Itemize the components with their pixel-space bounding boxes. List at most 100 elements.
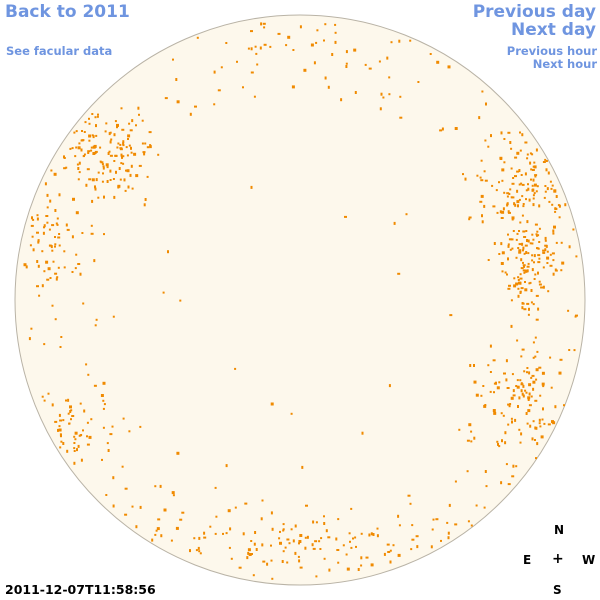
facula-point bbox=[286, 561, 289, 564]
facula-point bbox=[256, 63, 259, 66]
facula-point bbox=[119, 143, 122, 146]
facula-point bbox=[345, 62, 348, 65]
back-to-year-link[interactable]: Back to 2011 bbox=[5, 2, 130, 22]
previous-day-link[interactable]: Previous day bbox=[472, 2, 596, 22]
facula-point bbox=[479, 176, 482, 179]
facula-point bbox=[84, 121, 87, 124]
see-facular-data-link[interactable]: See facular data bbox=[6, 44, 113, 58]
facula-point bbox=[530, 376, 533, 379]
facula-point bbox=[303, 68, 307, 72]
facula-point bbox=[529, 281, 532, 284]
facula-point bbox=[544, 239, 547, 242]
facula-point bbox=[189, 112, 192, 116]
facula-point bbox=[514, 175, 517, 178]
facula-point bbox=[521, 242, 524, 246]
facula-point bbox=[94, 187, 97, 191]
facula-point bbox=[518, 183, 521, 186]
facula-point bbox=[516, 379, 519, 382]
facula-point bbox=[350, 507, 353, 510]
facula-point bbox=[141, 142, 144, 145]
facula-point bbox=[516, 232, 519, 235]
facula-point bbox=[43, 343, 46, 346]
facula-point bbox=[539, 394, 542, 397]
facula-point bbox=[128, 144, 131, 147]
facula-point bbox=[301, 465, 304, 469]
facula-point bbox=[555, 269, 558, 272]
facula-point bbox=[88, 134, 92, 138]
facula-point bbox=[69, 410, 72, 413]
facula-point bbox=[538, 227, 541, 230]
facula-point bbox=[345, 65, 348, 68]
facula-point bbox=[130, 151, 133, 154]
facula-point bbox=[71, 235, 74, 239]
facula-point bbox=[409, 39, 412, 42]
facula-point bbox=[518, 251, 522, 254]
facula-point bbox=[131, 187, 134, 190]
facula-point bbox=[506, 192, 510, 195]
facula-point bbox=[511, 373, 514, 376]
facula-point bbox=[525, 189, 528, 192]
facula-point bbox=[357, 568, 360, 571]
facula-point bbox=[254, 45, 257, 48]
facula-point bbox=[473, 380, 477, 384]
compass-west-label: W bbox=[582, 553, 596, 567]
observation-timestamp: 2011-12-07T11:58:56 bbox=[5, 582, 156, 597]
facula-point bbox=[530, 395, 533, 398]
next-day-link[interactable]: Next day bbox=[511, 20, 596, 40]
facula-point bbox=[436, 60, 440, 64]
facula-point bbox=[521, 133, 524, 137]
facula-point bbox=[36, 214, 39, 217]
facula-point bbox=[222, 532, 224, 535]
facula-point bbox=[537, 247, 540, 250]
facula-point bbox=[306, 535, 309, 539]
facula-point bbox=[315, 575, 318, 578]
facula-point bbox=[370, 563, 374, 567]
facula-point bbox=[516, 189, 519, 193]
next-hour-link[interactable]: Next hour bbox=[532, 57, 597, 71]
facula-point bbox=[69, 405, 72, 409]
facula-point bbox=[337, 561, 340, 564]
facula-point bbox=[542, 266, 545, 269]
facula-point bbox=[525, 391, 528, 394]
facula-point bbox=[407, 494, 411, 497]
facula-point bbox=[500, 262, 504, 265]
facula-point bbox=[146, 175, 149, 178]
facula-point bbox=[63, 167, 67, 170]
facula-point bbox=[506, 387, 510, 389]
facula-point bbox=[139, 505, 142, 509]
facula-point bbox=[109, 179, 112, 181]
facula-point bbox=[534, 355, 537, 358]
facula-point bbox=[171, 491, 175, 495]
facula-point bbox=[124, 189, 127, 192]
facula-point bbox=[88, 117, 90, 120]
facula-point bbox=[535, 294, 539, 297]
facula-point bbox=[531, 374, 535, 377]
facula-point bbox=[480, 194, 484, 198]
previous-hour-link[interactable]: Previous hour bbox=[506, 44, 597, 58]
facula-point bbox=[73, 435, 76, 438]
facula-point bbox=[544, 185, 547, 187]
facula-point bbox=[361, 431, 364, 435]
facula-point bbox=[526, 371, 528, 374]
facula-point bbox=[515, 256, 518, 259]
facula-point bbox=[269, 45, 272, 48]
facula-point bbox=[520, 258, 523, 262]
facula-point bbox=[113, 160, 116, 162]
facula-point bbox=[106, 442, 109, 445]
facula-point bbox=[435, 518, 439, 521]
facula-point bbox=[500, 412, 503, 415]
facula-point bbox=[526, 239, 528, 242]
facula-point bbox=[522, 205, 525, 208]
facula-point bbox=[501, 179, 504, 182]
facula-point bbox=[535, 378, 538, 381]
facula-point bbox=[526, 265, 530, 268]
facula-point bbox=[312, 520, 315, 524]
facula-point bbox=[545, 160, 548, 162]
facula-point bbox=[46, 206, 49, 209]
facula-point bbox=[519, 379, 522, 382]
facula-point bbox=[417, 81, 420, 83]
facula-point bbox=[504, 431, 507, 435]
facula-point bbox=[542, 161, 546, 163]
facula-point bbox=[522, 261, 524, 264]
facula-point bbox=[250, 540, 253, 542]
